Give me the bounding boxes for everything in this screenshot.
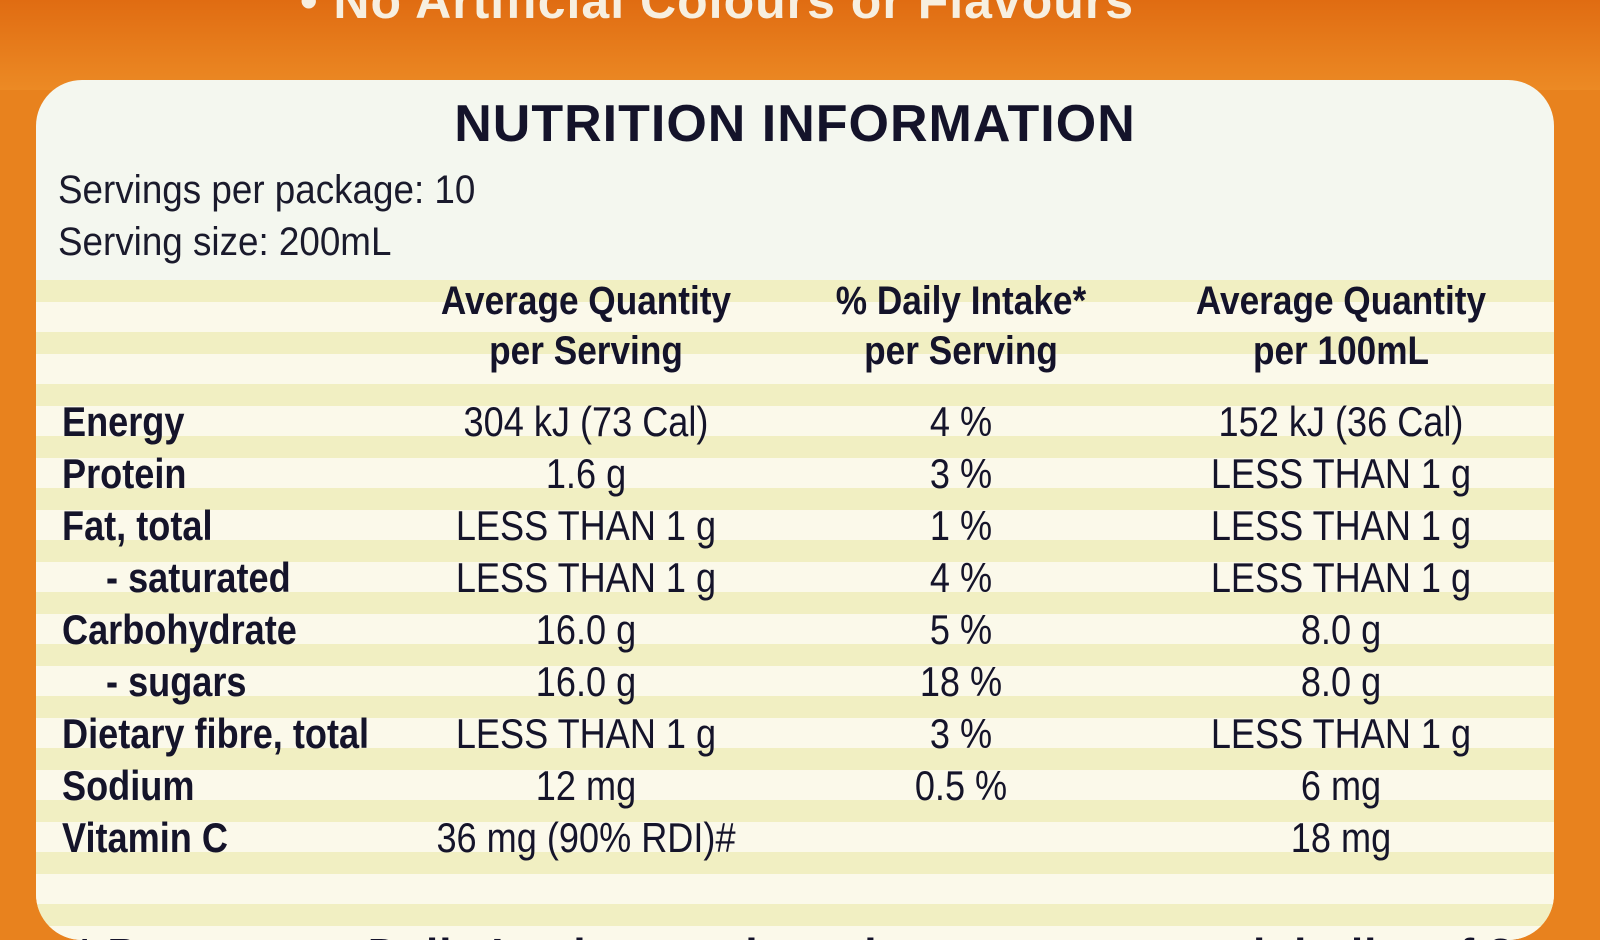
- table-row: Energy 304 kJ (73 Cal) 4 % 152 kJ (36 Cal): [36, 396, 1554, 448]
- nutrition-panel: NUTRITION INFORMATION Servings per packa…: [36, 80, 1554, 940]
- cell-per-serving: 16.0 g: [535, 658, 637, 705]
- table-row: - sugars 16.0 g 18 % 8.0 g: [36, 656, 1554, 708]
- cell-per-100ml: 18 mg: [1290, 814, 1392, 861]
- serving-size: Serving size: 200mL: [58, 220, 392, 264]
- table-row: Dietary fibre, total LESS THAN 1 g 3 % LESS…: [36, 708, 1554, 760]
- row-label: Fat, total: [62, 502, 213, 549]
- cell-daily-intake: 5 %: [929, 606, 993, 653]
- column-header-line: % Daily Intake*: [835, 279, 1087, 323]
- row-label: Sodium: [62, 762, 195, 809]
- row-label: - saturated: [106, 554, 291, 601]
- cell-per-serving: LESS THAN 1 g: [455, 554, 717, 601]
- cell-per-100ml: 6 mg: [1300, 762, 1382, 809]
- cell-per-serving: 1.6 g: [545, 450, 627, 497]
- table-row: Fat, total LESS THAN 1 g 1 % LESS THAN 1 g: [36, 500, 1554, 552]
- cell-per-serving: 12 mg: [535, 762, 637, 809]
- column-header-line: Average Quantity: [1195, 279, 1487, 323]
- cell-daily-intake: 3 %: [929, 710, 993, 757]
- row-label: Energy: [62, 398, 185, 445]
- top-banner: • No Artificial Colours or Flavours: [0, 0, 1600, 90]
- servings-per-package: Servings per package: 10: [58, 168, 476, 212]
- cell-daily-intake: 4 %: [929, 554, 993, 601]
- cell-per-serving: 304 kJ (73 Cal): [463, 398, 709, 445]
- cell-per-100ml: LESS THAN 1 g: [1210, 502, 1472, 549]
- cell-per-serving: LESS THAN 1 g: [455, 710, 717, 757]
- cell-per-100ml: 8.0 g: [1300, 606, 1382, 653]
- column-header-daily-intake: % Daily Intake* per Serving: [816, 276, 1106, 376]
- cell-per-100ml: LESS THAN 1 g: [1210, 554, 1472, 601]
- table-row: Protein 1.6 g 3 % LESS THAN 1 g: [36, 448, 1554, 500]
- footnote: * Percentage Daily Intakes are based on …: [76, 930, 1554, 940]
- row-label: Protein: [62, 450, 187, 497]
- table-row: Carbohydrate 16.0 g 5 % 8.0 g: [36, 604, 1554, 656]
- row-label: Vitamin C: [62, 814, 228, 861]
- panel-stripes: [36, 280, 1554, 940]
- cell-per-serving: LESS THAN 1 g: [455, 502, 717, 549]
- column-header-line: per Serving: [489, 329, 683, 373]
- top-banner-text: • No Artificial Colours or Flavours: [300, 0, 1135, 29]
- row-label: Carbohydrate: [62, 606, 297, 653]
- panel-title: NUTRITION INFORMATION: [454, 95, 1136, 153]
- row-label: - sugars: [106, 658, 247, 705]
- column-header-line: per Serving: [864, 329, 1058, 373]
- cell-daily-intake: 0.5 %: [914, 762, 1008, 809]
- cell-daily-intake: 3 %: [929, 450, 993, 497]
- row-label: Dietary fibre, total: [62, 710, 370, 757]
- table-row: Vitamin C 36 mg (90% RDI)# 18 mg: [36, 812, 1554, 864]
- cell-per-serving: 16.0 g: [535, 606, 637, 653]
- cell-per-100ml: LESS THAN 1 g: [1210, 710, 1472, 757]
- column-header-line: Average Quantity: [440, 279, 732, 323]
- column-header-per-100ml: Average Quantity per 100mL: [1174, 276, 1508, 376]
- cell-per-100ml: 152 kJ (36 Cal): [1218, 398, 1464, 445]
- cell-daily-intake: 1 %: [929, 502, 993, 549]
- cell-daily-intake: 4 %: [929, 398, 993, 445]
- column-header-line: per 100mL: [1252, 329, 1430, 373]
- table-row: - saturated LESS THAN 1 g 4 % LESS THAN 1 g: [36, 552, 1554, 604]
- table-row: Sodium 12 mg 0.5 % 6 mg: [36, 760, 1554, 812]
- cell-per-100ml: 8.0 g: [1300, 658, 1382, 705]
- cell-per-serving: 36 mg (90% RDI)#: [436, 814, 736, 861]
- cell-per-100ml: LESS THAN 1 g: [1210, 450, 1472, 497]
- column-header-per-serving: Average Quantity per Serving: [428, 276, 745, 376]
- cell-daily-intake: 18 %: [919, 658, 1003, 705]
